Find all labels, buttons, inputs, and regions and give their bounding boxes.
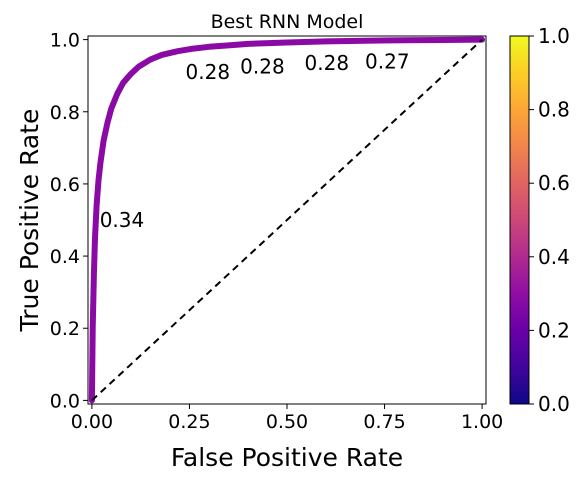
y-axis-ticks: 0.0 0.2 0.4 0.6 0.8 1.0 bbox=[50, 30, 88, 412]
x-axis-label: False Positive Rate bbox=[171, 443, 403, 472]
threshold-annotation: 0.28 bbox=[240, 55, 285, 79]
colorbar-tick-label: 0.8 bbox=[538, 98, 570, 122]
chance-diagonal-line bbox=[91, 38, 483, 402]
threshold-annotation: 0.34 bbox=[100, 208, 145, 232]
x-tick-label: 0.75 bbox=[363, 411, 405, 433]
series-layer bbox=[88, 36, 486, 404]
colorbar-tick-label: 0.2 bbox=[538, 318, 570, 342]
x-tick-label: 0.50 bbox=[266, 411, 308, 433]
x-axis-ticks: 0.00 0.25 0.50 0.75 1.00 bbox=[71, 404, 503, 433]
x-tick-label: 1.00 bbox=[461, 411, 503, 433]
y-tick-label: 0.4 bbox=[50, 246, 80, 268]
colorbar-tick-label: 0.4 bbox=[538, 245, 570, 269]
threshold-annotation: 0.28 bbox=[186, 60, 231, 84]
colorbar-ticks: 0.0 0.2 0.4 0.6 0.8 1.0 bbox=[529, 24, 570, 416]
y-tick-label: 0.0 bbox=[50, 390, 80, 412]
y-tick-label: 0.2 bbox=[50, 318, 80, 340]
colorbar-gradient bbox=[509, 35, 530, 405]
y-tick-label: 0.6 bbox=[50, 174, 80, 196]
x-tick-label: 0.00 bbox=[71, 411, 113, 433]
x-tick-label: 0.25 bbox=[168, 411, 210, 433]
threshold-annotation: 0.28 bbox=[305, 51, 350, 75]
annotation-layer: 0.34 0.28 0.28 0.28 0.27 bbox=[100, 49, 410, 232]
y-tick-label: 0.8 bbox=[50, 102, 80, 124]
plot-area: 0.34 0.28 0.28 0.28 0.27 0.00 0.25 0.50 0.75 1.0… bbox=[50, 30, 503, 433]
y-tick-label: 1.0 bbox=[50, 30, 80, 52]
roc-curve-line bbox=[88, 36, 486, 404]
threshold-annotation: 0.27 bbox=[365, 49, 410, 73]
colorbar: 0.0 0.2 0.4 0.6 0.8 1.0 bbox=[509, 24, 570, 416]
chart-title: Best RNN Model bbox=[211, 11, 364, 33]
colorbar-tick-label: 0.6 bbox=[538, 171, 570, 195]
y-axis-label: True Positive Rate bbox=[15, 109, 44, 333]
colorbar-tick-label: 1.0 bbox=[538, 24, 570, 48]
colorbar-tick-label: 0.0 bbox=[538, 392, 570, 416]
